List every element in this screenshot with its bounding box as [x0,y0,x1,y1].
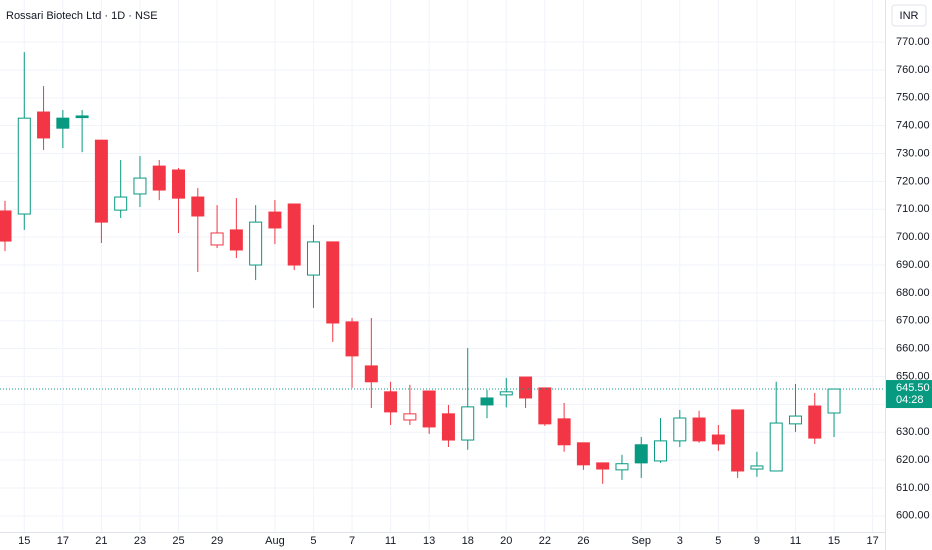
chart-title: Rossari Biotech Ltd · 1D · NSE [6,10,158,22]
x-tick-label: 11 [385,535,396,547]
candle-body [326,241,340,324]
x-tick-label: 25 [172,535,184,547]
x-tick-label: 17 [866,535,878,547]
countdown: 04:28 [896,394,924,406]
candle-body [519,376,533,399]
candle-body [808,405,822,439]
x-tick-label: 18 [462,535,474,547]
x-tick-label: 9 [754,535,760,547]
y-tick-label: 730.00 [896,147,930,159]
x-tick-label: 23 [134,535,146,547]
candle-body [0,210,12,242]
x-tick-label: 5 [310,535,316,547]
candle-body [634,444,648,464]
y-tick-label: 760.00 [896,64,930,76]
candle-body [422,390,436,428]
candle-body [461,406,475,441]
y-tick-label: 600.00 [896,510,930,522]
last-price-label: 645.50 [896,382,930,394]
currency[interactable]: INR [900,10,919,22]
y-tick-label: 660.00 [896,343,930,355]
x-tick-label: 3 [677,535,683,547]
candle-body [114,196,128,211]
y-tick-label: 770.00 [896,36,930,48]
candle-body [364,365,378,383]
y-tick-label: 700.00 [896,231,930,243]
y-tick-label: 670.00 [896,315,930,327]
candle-body [403,413,417,421]
candle-body [306,241,320,276]
currency-button[interactable] [891,4,927,27]
candle-body [133,177,147,195]
y-tick-label: 710.00 [896,203,930,215]
candle-body [75,115,89,119]
candle-body [692,417,706,442]
candle-body [673,417,687,442]
y-tick-label: 680.00 [896,287,930,299]
candle-body [788,415,802,425]
candle-body [249,221,263,266]
candle-body [750,465,764,470]
x-tick-label: 22 [539,535,551,547]
y-tick-label: 650.00 [896,370,930,382]
y-tick-label: 740.00 [896,120,930,132]
y-tick-label: 750.00 [896,92,930,104]
candle-body [152,165,166,191]
candle-body [827,388,841,414]
candle-body [731,409,745,472]
candle-body [499,391,513,396]
candle-body [287,203,301,266]
y-tick-label: 620.00 [896,454,930,466]
candle-body [615,463,629,471]
candle-body [210,232,224,246]
candle-body [172,169,186,199]
candle-body [94,139,108,223]
x-tick-label: 26 [577,535,589,547]
candle-body [229,229,243,251]
candle-body [191,196,205,217]
candle-body [37,111,51,139]
candle-body [441,413,455,441]
x-tick-label: 17 [57,535,69,547]
candle-body [17,117,31,215]
x-tick-label: Sep [631,535,651,547]
candle-body [268,211,282,229]
x-tick-label: 5 [715,535,721,547]
x-tick-label: 21 [95,535,107,547]
candle-body [596,462,610,470]
candle-body [384,391,398,413]
x-tick-label: Aug [265,535,285,547]
x-tick-label: 15 [18,535,30,547]
candle-body [769,422,783,472]
y-tick-label: 610.00 [896,482,930,494]
candle-body [345,321,359,357]
x-tick-label: 29 [211,535,223,547]
x-tick-label: 11 [790,535,801,547]
candles [0,52,885,484]
candle-body [557,418,571,446]
y-tick-label: 690.00 [896,259,930,271]
candle-body [538,387,552,425]
last-price-box [886,380,932,409]
y-tick-label: 630.00 [896,426,930,438]
y-tick-label: 720.00 [896,175,930,187]
x-tick-label: 7 [349,535,355,547]
candle-body [576,442,590,466]
labels: 600.00610.00620.00630.00640.00650.00660.… [18,36,932,547]
candle-body [56,117,70,129]
x-tick-label: 15 [828,535,840,547]
candle-body [654,440,668,462]
candle-body [480,397,494,406]
candle-body [711,434,725,445]
x-tick-label: 20 [500,535,512,547]
x-tick-label: 13 [423,535,435,547]
